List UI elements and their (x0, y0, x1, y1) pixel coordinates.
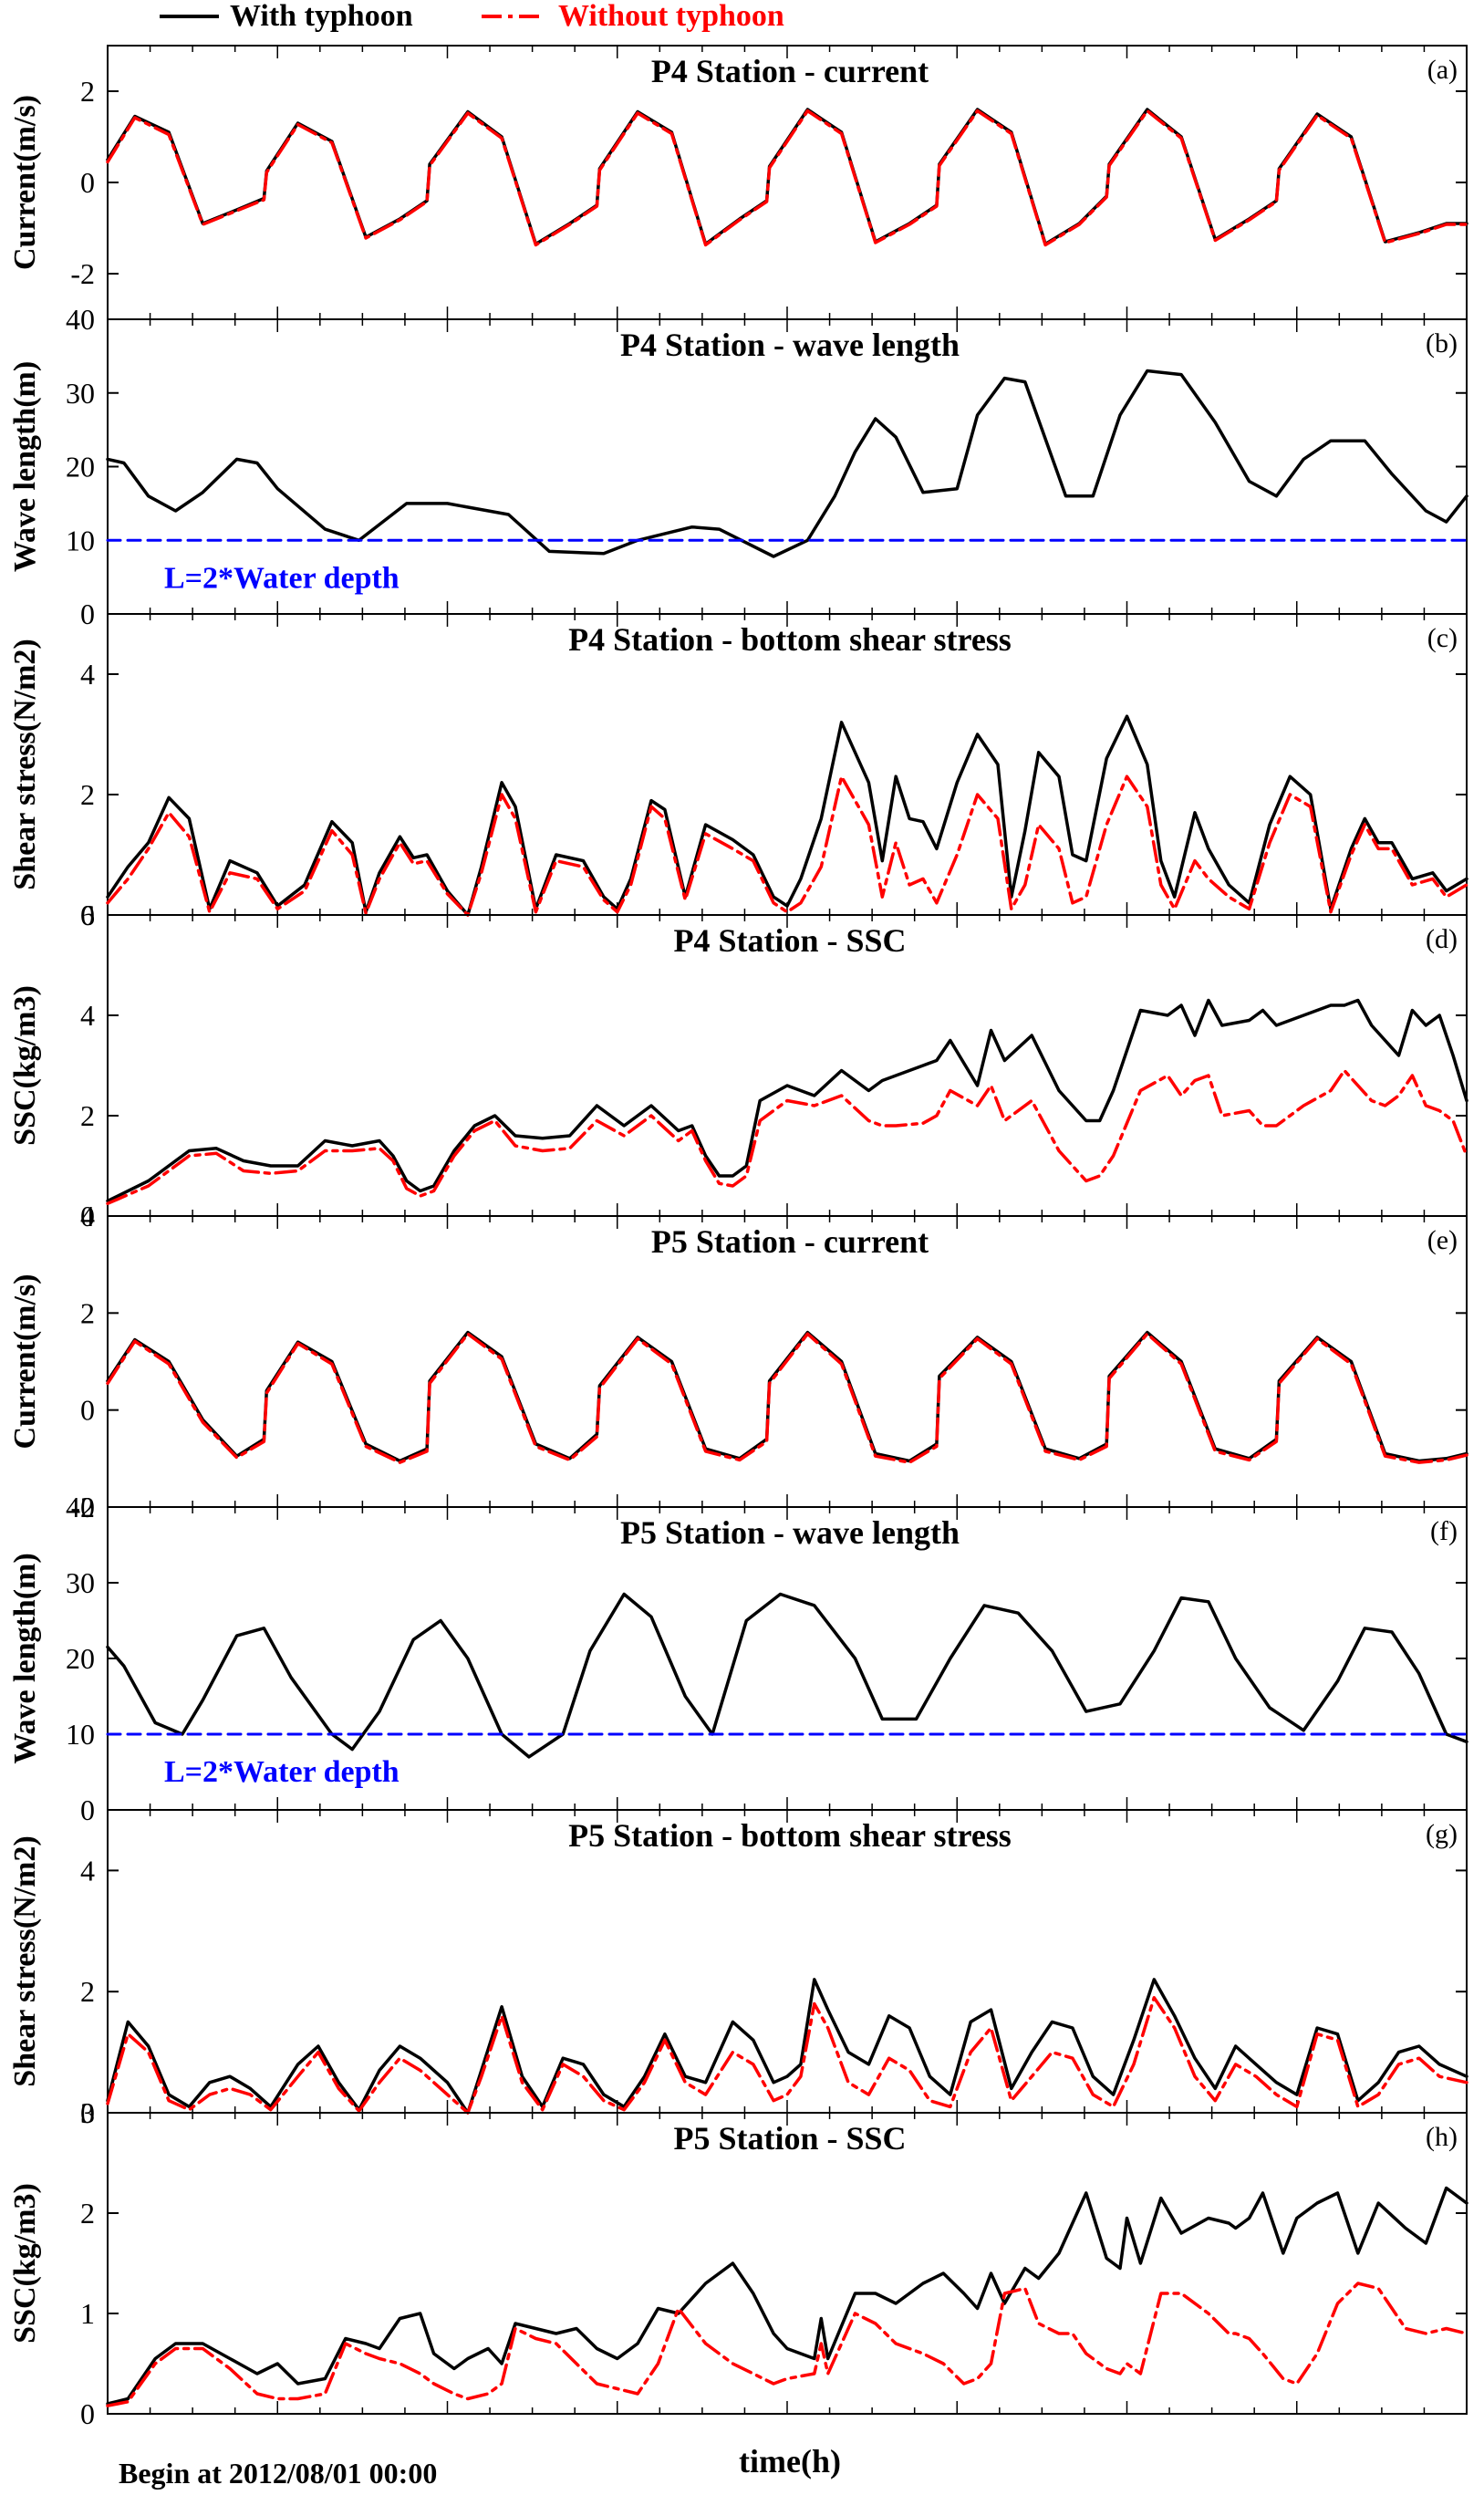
x-axis-label: time(h) (739, 2443, 841, 2479)
y-tick-label-b: 10 (66, 524, 95, 556)
panel-c: 0 2 4 P4 Station - bottom shear stress (c) Sh… (8, 613, 1468, 931)
y-tick-label-f: 20 (66, 1642, 95, 1675)
y-tick-label-f: 10 (66, 1718, 95, 1751)
y-axis-label-c: Shear stress(N/m2) (8, 639, 42, 889)
panel-tag-c: (c) (1427, 623, 1458, 653)
y-tick-label-e: 0 (80, 1394, 95, 1427)
y-tick-label-f: 0 (80, 1793, 95, 1826)
panel-g: 0 2 4 P5 Station - bottom shear stress (g) Sh… (8, 1809, 1468, 2129)
y-tick-label-g: 4 (80, 1854, 95, 1887)
panel-title-e: P5 Station - current (651, 1223, 929, 1260)
panels: -2 0 2 P4 Station - current (a) Current(m/s) 0… (8, 45, 1468, 2430)
y-tick-label-d: 0 (80, 1200, 95, 1232)
y-tick-label-h: 1 (80, 2297, 95, 2330)
legend: With typhoon Without typhoon (160, 0, 784, 33)
y-tick-label-d: 4 (80, 999, 95, 1032)
start-time-note: Begin at 2012/08/01 00:00 (119, 2457, 437, 2490)
reference-label-f: L=2*Water depth (164, 1755, 400, 1789)
y-axis-label-e: Current(m/s) (8, 1274, 42, 1450)
panel-title-g: P5 Station - bottom shear stress (568, 1817, 1012, 1854)
panel-title-c: P4 Station - bottom shear stress (568, 621, 1012, 658)
panel-title-d: P4 Station - SSC (673, 922, 906, 959)
y-tick-label-g: 2 (80, 1975, 95, 2008)
panel-frame-h (107, 2112, 1468, 2415)
series-line-h-without-typhoon (106, 2282, 1468, 2407)
y-tick-label-c: 4 (80, 658, 95, 691)
y-tick-label-f: 30 (66, 1566, 95, 1599)
y-tick-label-a: -2 (70, 257, 95, 290)
series-line-f-with-typhoon (106, 1592, 1468, 1759)
y-tick-label-e: 2 (80, 1296, 95, 1329)
y-tick-label-c: 2 (80, 778, 95, 811)
panel-b: 0 10 20 30 40 P4 Station - wave length (b) Wave… (8, 303, 1468, 630)
panel-title-a: P4 Station - current (651, 53, 929, 89)
legend-label-with-typhoon: With typhoon (230, 0, 413, 33)
y-tick-label-c: 0 (80, 899, 95, 931)
panel-tag-d: (d) (1426, 924, 1458, 954)
series-line-c-without-typhoon (106, 774, 1468, 917)
panel-frame-g (107, 1809, 1468, 2114)
series-line-c-with-typhoon (106, 714, 1468, 917)
panel-h: 0 1 2 3 P5 Station - SSC (h) SSC(kg/m3) (8, 2096, 1468, 2430)
y-axis-label-d: SSC(kg/m3) (8, 985, 42, 1146)
panel-tag-g: (g) (1426, 1819, 1458, 1849)
panel-a: -2 0 2 P4 Station - current (a) Current(m/s) (8, 45, 1468, 320)
series-line-a-with-typhoon (106, 108, 1468, 246)
panel-tag-a: (a) (1427, 55, 1458, 85)
y-tick-label-b: 20 (66, 451, 95, 483)
y-tick-label-h: 2 (80, 2197, 95, 2230)
series-line-d-without-typhoon (106, 1068, 1468, 1206)
y-tick-label-b: 0 (80, 598, 95, 630)
reference-label-b: L=2*Water depth (164, 561, 400, 595)
y-tick-label-h: 3 (80, 2096, 95, 2129)
series-line-e-without-typhoon (106, 1332, 1468, 1464)
y-tick-label-g: 0 (80, 2096, 95, 2129)
y-axis-label-b: Wave length(m) (8, 361, 42, 572)
y-tick-label-e: -2 (70, 1491, 95, 1523)
series-line-a-without-typhoon (106, 109, 1468, 247)
panel-tag-h: (h) (1426, 2122, 1458, 2152)
series-line-g-without-typhoon (106, 1996, 1468, 2115)
series-line-g-with-typhoon (106, 1978, 1468, 2115)
panel-frame-d (107, 914, 1468, 1217)
y-axis-label-g: Shear stress(N/m2) (8, 1835, 42, 2086)
panel-tag-b: (b) (1426, 328, 1458, 359)
y-tick-label-f: 40 (66, 1491, 95, 1523)
y-tick-label-d: 6 (80, 899, 95, 931)
panel-f: 0 10 20 30 40 P5 Station - wave length (f) Wave… (8, 1491, 1468, 1826)
y-axis-label-h: SSC(kg/m3) (8, 2183, 42, 2344)
series-line-d-with-typhoon (106, 998, 1468, 1203)
y-axis-label-a: Current(m/s) (8, 95, 42, 270)
y-tick-label-d: 2 (80, 1099, 95, 1132)
y-tick-label-e: 4 (80, 1200, 95, 1232)
panel-tag-f: (f) (1430, 1516, 1458, 1546)
y-tick-label-b: 30 (66, 377, 95, 410)
panel-e: -2 0 2 4 P5 Station - current (e) Current(m/s) (8, 1200, 1468, 1523)
panel-d: 0 2 4 6 P4 Station - SSC (d) SSC(kg/m3) (8, 899, 1468, 1232)
panel-title-b: P4 Station - wave length (620, 327, 960, 363)
series-line-h-with-typhoon (106, 2186, 1468, 2406)
series-line-b-with-typhoon (106, 369, 1468, 558)
y-tick-label-a: 2 (80, 75, 95, 108)
panel-title-h: P5 Station - SSC (673, 2120, 906, 2157)
y-tick-label-a: 0 (80, 166, 95, 199)
panel-tag-e: (e) (1427, 1225, 1458, 1255)
y-tick-label-b: 40 (66, 303, 95, 336)
panel-title-f: P5 Station - wave length (620, 1514, 960, 1551)
y-axis-label-f: Wave length(m) (8, 1553, 42, 1763)
y-tick-label-h: 0 (80, 2397, 95, 2430)
legend-label-without-typhoon: Without typhoon (558, 0, 784, 33)
